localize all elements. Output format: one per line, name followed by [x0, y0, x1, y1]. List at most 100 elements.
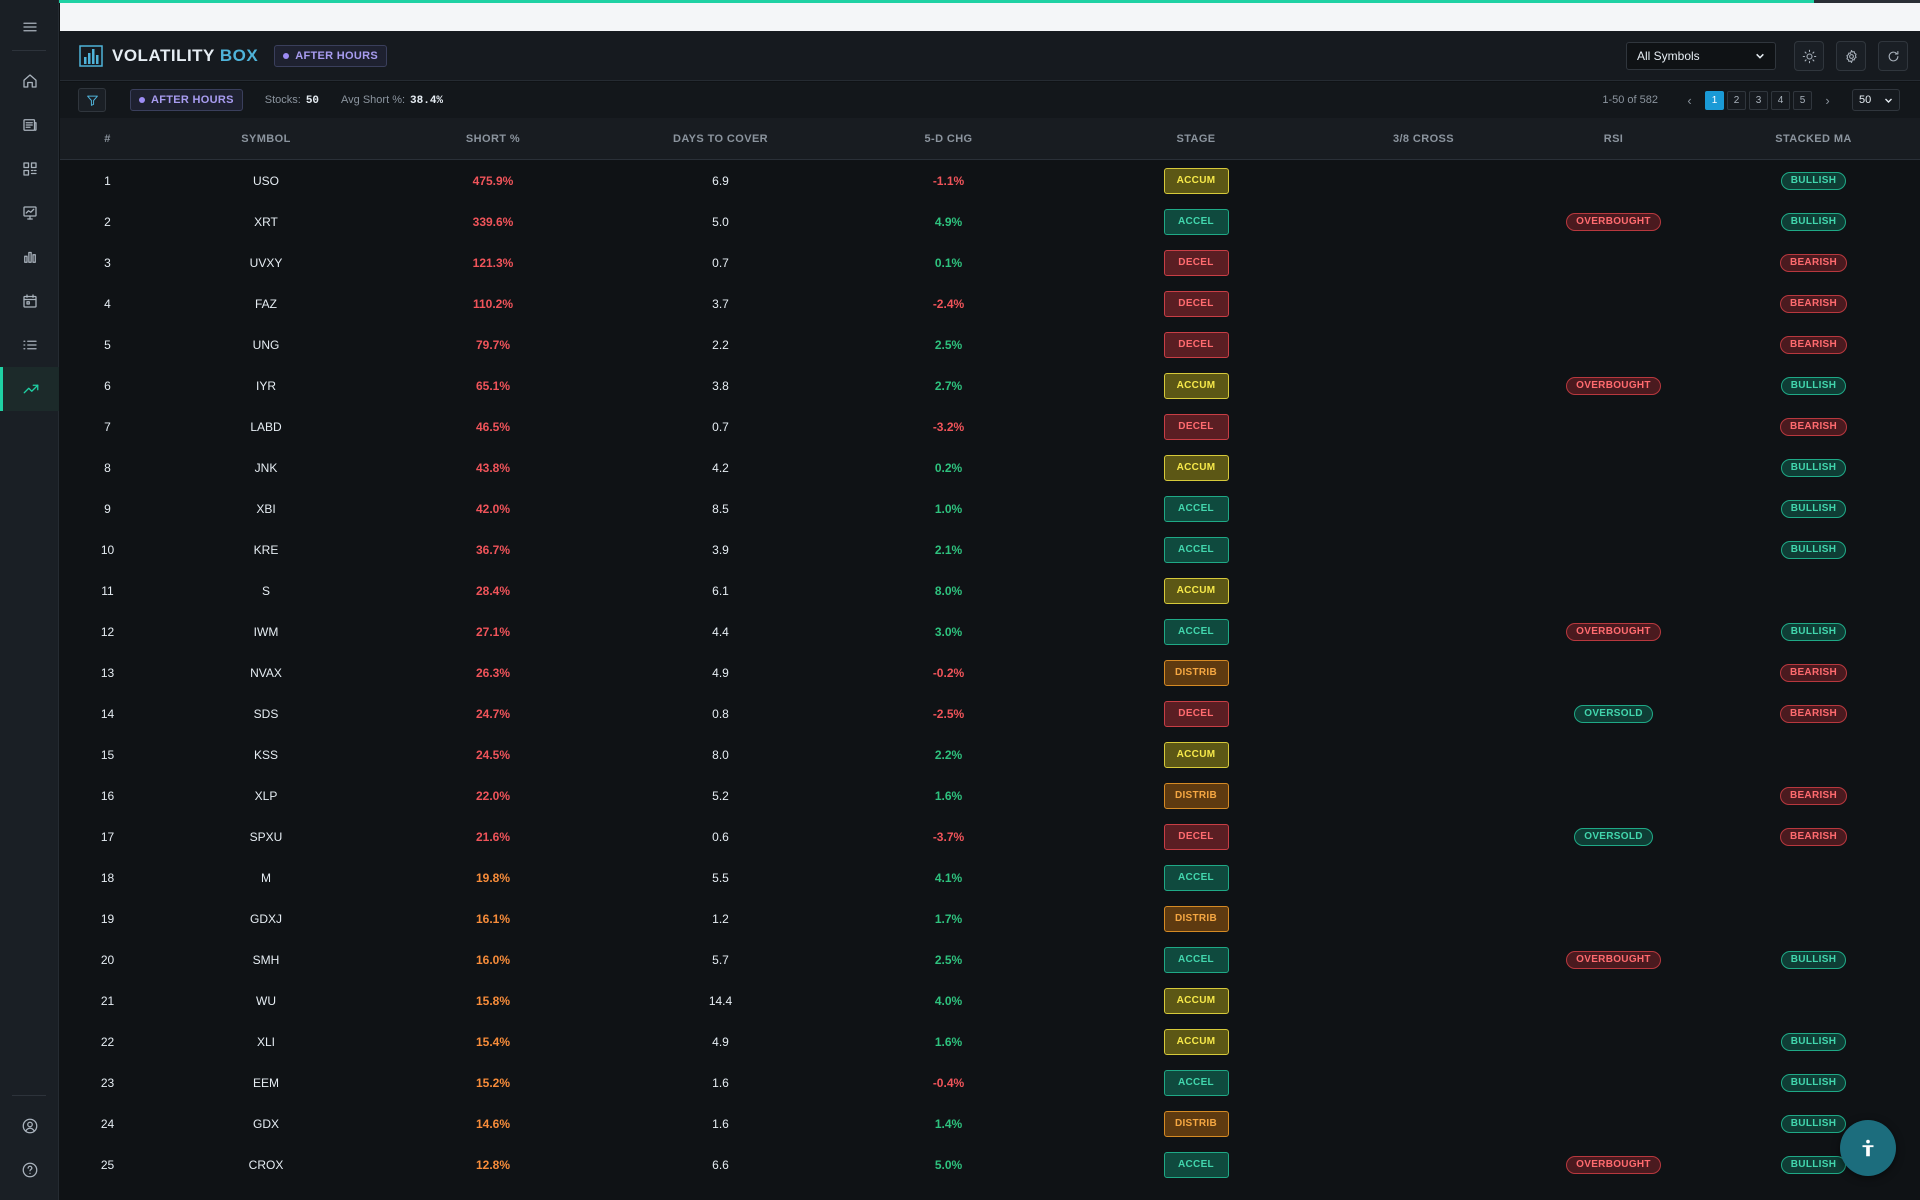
page-button-4[interactable]: 4	[1771, 90, 1790, 110]
sidebar-item-analytics[interactable]	[0, 235, 59, 279]
sidebar-item-account[interactable]	[0, 1104, 59, 1148]
column-header-five-day-change[interactable]: 5-D CHG	[924, 132, 973, 145]
table-row[interactable]: 1 USO 475.9% 6.9 -1.1% ACCUM BULLISH	[60, 160, 1920, 201]
symbol-cell[interactable]: FAZ	[254, 296, 277, 311]
symbol-cell[interactable]: JNK	[254, 460, 278, 475]
table-row[interactable]: 3 UVXY 121.3% 0.7 0.1% DECEL BEARISH	[60, 242, 1920, 283]
theme-toggle-button[interactable]	[1794, 41, 1824, 71]
sidebar-item-calendar[interactable]	[0, 279, 59, 323]
next-page-button[interactable]: ›	[1825, 92, 1830, 108]
symbol-cell[interactable]: S	[261, 583, 270, 598]
stage-cell: DECEL	[1065, 290, 1327, 317]
table-row[interactable]: 19 GDXJ 16.1% 1.2 1.7% DISTRIB	[60, 898, 1920, 939]
menu-toggle-button[interactable]	[0, 6, 59, 48]
column-header-rsi[interactable]: RSI	[1603, 132, 1624, 145]
settings-button[interactable]	[1836, 41, 1866, 71]
table-row[interactable]: 22 XLI 15.4% 4.9 1.6% ACCUM BULLISH	[60, 1021, 1920, 1062]
table-row[interactable]: 15 KSS 24.5% 8.0 2.2% ACCUM	[60, 734, 1920, 775]
page-button-2[interactable]: 2	[1727, 90, 1746, 110]
symbol-cell[interactable]: M	[261, 870, 271, 885]
table-row[interactable]: 5 UNG 79.7% 2.2 2.5% DECEL BEARISH	[60, 324, 1920, 365]
page-button-1[interactable]: 1	[1705, 90, 1724, 110]
symbol-filter-select[interactable]: All Symbols	[1626, 42, 1776, 70]
table-row[interactable]: 14 SDS 24.7% 0.8 -2.5% DECEL OVERSOLD BEARISH	[60, 693, 1920, 734]
symbol-cell[interactable]: SPXU	[249, 829, 283, 844]
column-header-symbol[interactable]: SYMBOL	[241, 132, 291, 145]
symbol-cell[interactable]: LABD	[250, 419, 282, 434]
sidebar-item-short-interest[interactable]	[0, 367, 59, 411]
table-row[interactable]: 24 GDX 14.6% 1.6 1.4% DISTRIB BULLISH	[60, 1103, 1920, 1144]
column-header-days-to-cover[interactable]: DAYS TO COVER	[672, 132, 769, 145]
table-row[interactable]: 6 IYR 65.1% 3.8 2.7% ACCUM OVERBOUGHT BULLISH	[60, 365, 1920, 406]
per-page-select[interactable]: 50	[1852, 89, 1900, 111]
days-to-cover-cell: 0.7	[712, 419, 729, 434]
table-row[interactable]: 18 M 19.8% 5.5 4.1% ACCEL	[60, 857, 1920, 898]
accessibility-button[interactable]	[1840, 1120, 1896, 1176]
table-row[interactable]: 7 LABD 46.5% 0.7 -3.2% DECEL BEARISH	[60, 406, 1920, 447]
table-row[interactable]: 13 NVAX 26.3% 4.9 -0.2% DISTRIB BEARISH	[60, 652, 1920, 693]
five-day-change-cell: 0.2%	[934, 460, 963, 475]
symbol-cell[interactable]: XBI	[256, 501, 276, 516]
symbol-cell[interactable]: EEM	[252, 1075, 279, 1090]
days-to-cover-cell: 14.4	[708, 993, 733, 1008]
page-button-5[interactable]: 5	[1793, 90, 1812, 110]
symbol-cell[interactable]: NVAX	[250, 665, 282, 680]
table-row[interactable]: 12 IWM 27.1% 4.4 3.0% ACCEL OVERBOUGHT BULLISH	[60, 611, 1920, 652]
symbol-cell[interactable]: XRT	[254, 214, 278, 229]
table-row[interactable]: 20 SMH 16.0% 5.7 2.5% ACCEL OVERBOUGHT BULLISH	[60, 939, 1920, 980]
sidebar-item-help[interactable]	[0, 1148, 59, 1192]
symbol-cell[interactable]: SDS	[253, 706, 279, 721]
stage-badge: DISTRIB	[1163, 782, 1229, 809]
table-row[interactable]: 11 S 28.4% 6.1 8.0% ACCUM	[60, 570, 1920, 611]
table-row[interactable]: 2 XRT 339.6% 5.0 4.9% ACCEL OVERBOUGHT BULLISH	[60, 201, 1920, 242]
five-day-change-cell: 1.6%	[934, 788, 963, 803]
table-row[interactable]: 25 CROX 12.8% 6.6 5.0% ACCEL OVERBOUGHT BULLISH	[60, 1144, 1920, 1185]
symbol-cell[interactable]: KSS	[253, 747, 278, 762]
prev-page-button[interactable]: ‹	[1687, 92, 1692, 108]
symbol-cell[interactable]: WU	[256, 993, 276, 1008]
symbol-cell[interactable]: IYR	[255, 378, 276, 393]
app-logo[interactable]: VOLATILITY BOX	[78, 43, 258, 69]
stacked-ma-cell: BEARISH	[1707, 704, 1920, 723]
column-header-stacked-ma[interactable]: STACKED MA	[1775, 132, 1852, 145]
top-banner-strip	[60, 3, 1920, 31]
table-row[interactable]: 17 SPXU 21.6% 0.6 -3.7% DECEL OVERSOLD BEARISH	[60, 816, 1920, 857]
symbol-cell[interactable]: GDX	[252, 1116, 279, 1131]
refresh-button[interactable]	[1878, 41, 1908, 71]
symbol-cell[interactable]: XLP	[254, 788, 278, 803]
symbol-cell[interactable]: UVXY	[249, 255, 283, 270]
sidebar-item-scanner[interactable]	[0, 147, 59, 191]
stage-cell: ACCUM	[1065, 577, 1327, 604]
table-row[interactable]: 9 XBI 42.0% 8.5 1.0% ACCEL BULLISH	[60, 488, 1920, 529]
symbol-cell[interactable]: GDXJ	[249, 911, 282, 926]
symbol-cell[interactable]: CROX	[248, 1157, 284, 1172]
symbol-cell[interactable]: UNG	[252, 337, 280, 352]
symbol-cell[interactable]: IWM	[253, 624, 279, 639]
symbol-cell[interactable]: XLI	[256, 1034, 275, 1049]
hamburger-icon	[22, 22, 37, 32]
sidebar-item-news[interactable]	[0, 103, 59, 147]
filter-button[interactable]	[78, 88, 106, 112]
sidebar-item-home[interactable]	[0, 59, 59, 103]
rank-cell: 21	[100, 993, 115, 1008]
table-row[interactable]: 21 WU 15.8% 14.4 4.0% ACCUM	[60, 980, 1920, 1021]
symbol-cell[interactable]: KRE	[253, 542, 279, 557]
column-header-rank[interactable]: #	[104, 132, 111, 145]
stacked-ma-badge: BEARISH	[1779, 253, 1848, 272]
symbol-cell[interactable]: USO	[252, 173, 279, 188]
rsi-cell: OVERBOUGHT	[1520, 1155, 1707, 1174]
table-row[interactable]: 4 FAZ 110.2% 3.7 -2.4% DECEL BEARISH	[60, 283, 1920, 324]
table-row[interactable]: 8 JNK 43.8% 4.2 0.2% ACCUM BULLISH	[60, 447, 1920, 488]
sidebar-item-list[interactable]	[0, 323, 59, 367]
column-header-stage[interactable]: STAGE	[1176, 132, 1216, 145]
table-row[interactable]: 16 XLP 22.0% 5.2 1.6% DISTRIB BEARISH	[60, 775, 1920, 816]
days-to-cover-cell: 5.0	[712, 214, 729, 229]
table-row[interactable]: 23 EEM 15.2% 1.6 -0.4% ACCEL BULLISH	[60, 1062, 1920, 1103]
table-row[interactable]: 10 KRE 36.7% 3.9 2.1% ACCEL BULLISH	[60, 529, 1920, 570]
sidebar-item-chart-board[interactable]	[0, 191, 59, 235]
column-header-three-eight-cross[interactable]: 3/8 CROSS	[1392, 132, 1455, 145]
page-button-3[interactable]: 3	[1749, 90, 1768, 110]
symbol-cell[interactable]: SMH	[252, 952, 280, 967]
column-header-short-percent[interactable]: SHORT %	[465, 132, 521, 145]
stacked-ma-cell: BULLISH	[1707, 540, 1920, 559]
